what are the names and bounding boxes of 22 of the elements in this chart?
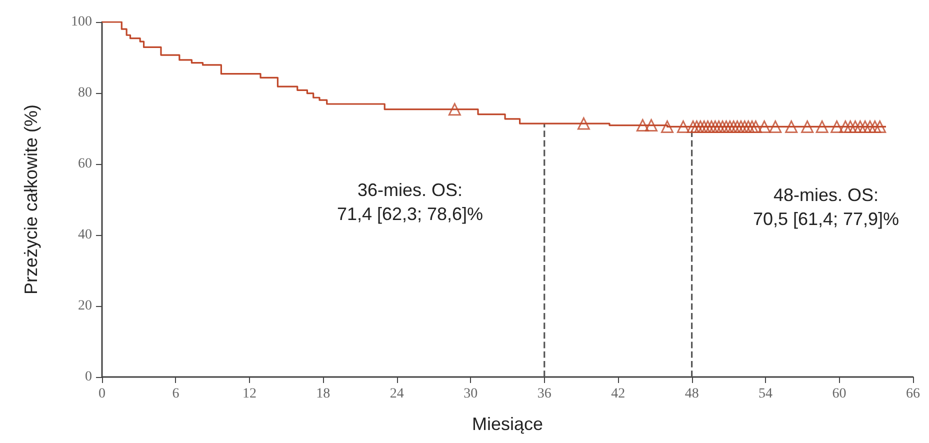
x-tick-label: 48 xyxy=(684,386,699,402)
x-tick-label: 0 xyxy=(98,386,106,402)
y-tick-label: 80 xyxy=(78,86,92,100)
x-tick-label: 36 xyxy=(537,386,552,402)
x-axis-title: Miesiące xyxy=(472,414,544,434)
y-axis-title: Przeżycie całkowite (%) xyxy=(21,104,41,295)
x-tick-label: 66 xyxy=(906,386,920,402)
x-tick-label: 24 xyxy=(390,386,404,402)
x-tick-label: 60 xyxy=(832,386,846,402)
x-tick-label: 54 xyxy=(758,386,773,402)
x-tick-label: 12 xyxy=(242,386,256,402)
y-tick-label: 20 xyxy=(78,298,92,314)
annotation: 48-mies. OS: 70,5 [61,4; 77,9]% xyxy=(752,185,900,229)
x-tick-label: 42 xyxy=(611,386,626,402)
y-tick-label: 60 xyxy=(78,156,92,172)
x-tick-label: 6 xyxy=(172,386,180,402)
x-tick-label: 18 xyxy=(316,386,330,402)
x-tick-label: 30 xyxy=(464,386,478,402)
annotation: 36-mies. OS: 71,4 [62,3; 78,6]% xyxy=(336,180,484,224)
y-tick-label: 0 xyxy=(85,370,92,384)
y-tick-label: 100 xyxy=(71,14,92,30)
y-tick-label: 40 xyxy=(78,228,92,242)
